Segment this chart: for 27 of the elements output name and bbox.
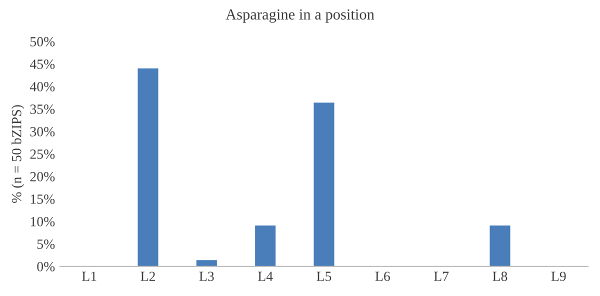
chart-title: Asparagine in a position <box>226 9 374 23</box>
x-tick-label: L8 <box>492 272 508 282</box>
x-tick-label: L4 <box>258 272 273 281</box>
bar <box>196 260 217 266</box>
x-tick-label: L6 <box>375 272 390 282</box>
x-tick-label: L9 <box>551 272 566 282</box>
y-tick-label: 20% <box>30 172 55 182</box>
bar <box>490 225 510 266</box>
y-tick-label: 25% <box>30 150 55 159</box>
y-tick-label: 45% <box>30 60 55 69</box>
y-tick-label: 10% <box>30 216 55 226</box>
y-tick-label: 40% <box>30 82 55 92</box>
y-tick-label: 5% <box>37 239 55 249</box>
bar <box>255 225 276 266</box>
y-tick-label: 15% <box>30 194 55 204</box>
x-tick-label: L1 <box>82 272 96 281</box>
x-tick-label: L7 <box>434 272 449 281</box>
x-tick-label: L5 <box>316 272 332 282</box>
y-tick-label: 50% <box>30 37 55 46</box>
y-tick-label: 30% <box>30 127 55 136</box>
y-axis-title: % (n = 50 bZIPS) <box>12 105 24 203</box>
y-tick-label: 0% <box>37 262 55 272</box>
y-tick-label: 35% <box>30 104 55 114</box>
x-tick-label: L3 <box>199 272 214 282</box>
x-tick-label: L2 <box>140 272 155 281</box>
bar <box>138 68 158 266</box>
bar <box>314 102 334 266</box>
